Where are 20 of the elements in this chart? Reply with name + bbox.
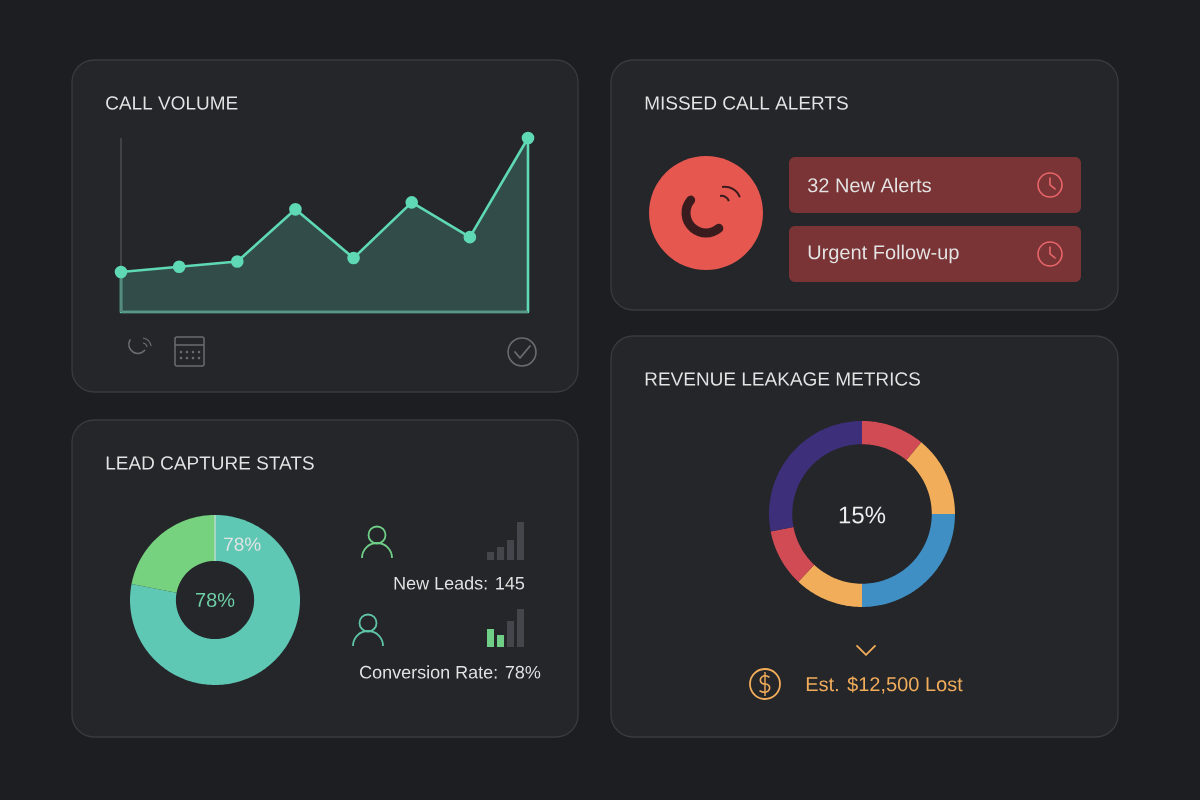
text: Est. $12,500 Lost [806,676,963,694]
point [521,131,535,145]
text: MISSED CALL ALERTS [645,96,848,110]
data-label: 78% [224,537,261,551]
text: 32 New Alerts [807,177,931,193]
point [405,196,419,209]
point [230,255,244,268]
chart-title: REVENUE LEAKAGE METRICS [645,372,920,386]
text: Conversion Rate: 78% [360,665,541,679]
chart-title: CALL VOLUME [106,96,238,110]
chart-title: LEAD CAPTURE STATS [106,456,314,470]
point [347,251,360,265]
text: 15% [839,506,886,524]
text: Urgent Follow-up [808,244,959,264]
point [463,230,477,244]
point [114,265,128,279]
point [289,203,302,216]
text: New Leads: 145 [394,576,525,590]
text: 78% [196,592,235,608]
point [172,260,186,274]
